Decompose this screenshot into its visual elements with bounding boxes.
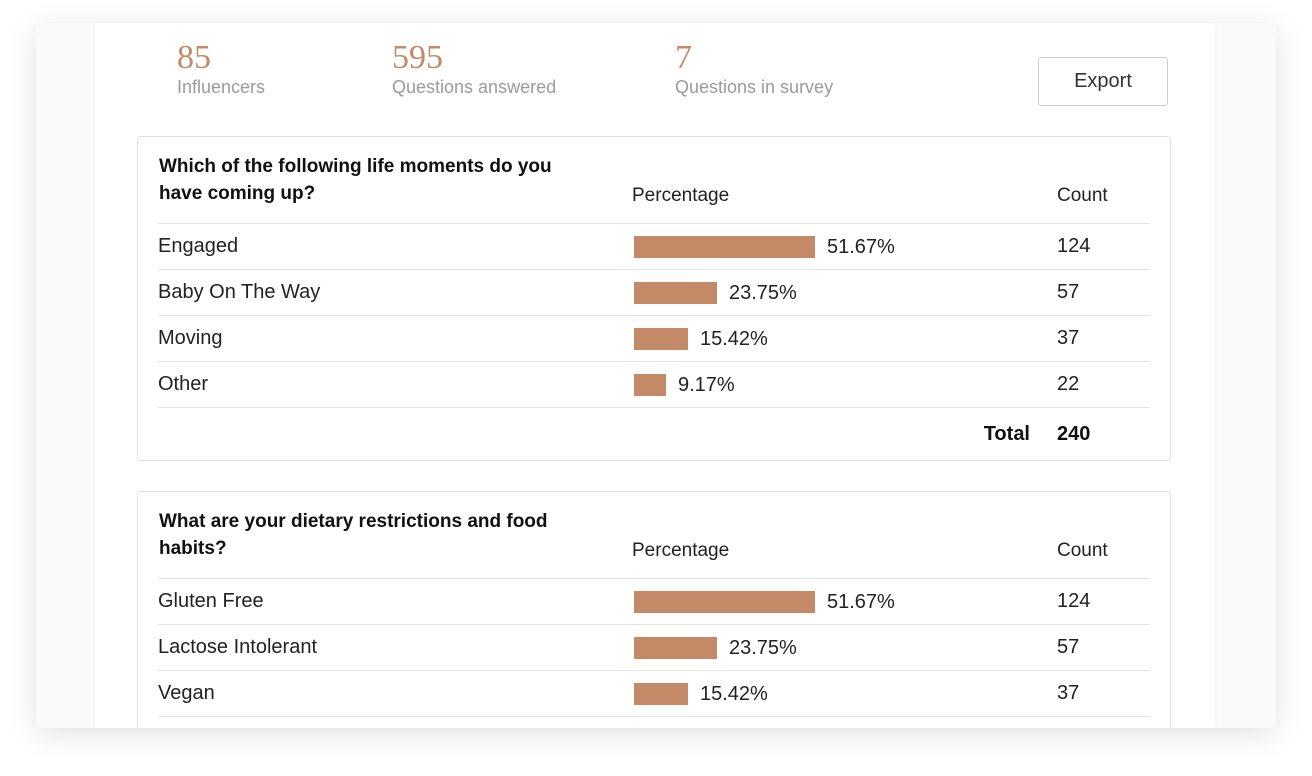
percentage-bar — [634, 374, 666, 396]
percentage-cell: 15.42% — [634, 683, 768, 705]
count-value: 124 — [1057, 235, 1091, 257]
percentage-cell: 23.75% — [634, 637, 797, 659]
percentage-bar — [634, 236, 815, 258]
count-value: 124 — [1057, 590, 1091, 612]
percentage-value: 51.67% — [827, 235, 895, 258]
stat-value: 7 — [675, 39, 692, 76]
percentage-cell: 51.67% — [634, 591, 895, 613]
count-value: 57 — [1057, 281, 1080, 303]
answer-label: Lactose Intolerant — [158, 636, 317, 658]
stat-label: Questions in survey — [675, 77, 834, 97]
answer-label: Moving — [158, 327, 223, 349]
table-row: Baby On The Way 23.75% 57 — [158, 270, 1150, 316]
table-row-partial — [158, 717, 1150, 728]
survey-results-page: 85 Influencers 595 Questions answered 7 … — [95, 23, 1215, 728]
answer-label: Other — [158, 373, 209, 395]
question-header: What are your dietary restrictions and f… — [158, 492, 1150, 579]
count-value: 37 — [1057, 327, 1080, 349]
export-button[interactable]: Export — [1038, 57, 1168, 106]
percentage-cell: 51.67% — [634, 236, 895, 258]
percentage-bar — [634, 683, 688, 705]
stat-label: Influencers — [177, 77, 266, 97]
percentage-value: 9.17% — [678, 373, 735, 396]
question-title: Which of the following life moments do y… — [159, 156, 552, 204]
count-value: 22 — [1057, 373, 1080, 395]
stat-value: 85 — [177, 39, 211, 76]
stat-questions-in-survey: 7 Questions in survey — [675, 39, 833, 97]
percentage-value: 23.75% — [729, 636, 797, 659]
count-column-header: Count — [1057, 540, 1108, 561]
answer-label: Baby On The Way — [158, 281, 321, 303]
table-row: Lactose Intolerant 23.75% 57 — [158, 625, 1150, 671]
table-row: Vegan 15.42% 37 — [158, 671, 1150, 717]
answer-label: Gluten Free — [158, 590, 264, 612]
table-row: Gluten Free 51.67% 124 — [158, 579, 1150, 625]
table-row: Moving 15.42% 37 — [158, 316, 1150, 362]
percentage-bar — [634, 282, 717, 304]
percentage-value: 15.42% — [700, 682, 768, 705]
stat-influencers: 85 Influencers — [177, 39, 265, 97]
question-header: Which of the following life moments do y… — [158, 137, 1150, 224]
count-value: 37 — [1057, 682, 1080, 704]
answer-label: Vegan — [158, 682, 215, 704]
stat-value: 595 — [392, 39, 443, 76]
percentage-bar — [634, 637, 717, 659]
percentage-column-header: Percentage — [632, 185, 730, 206]
percentage-value: 23.75% — [729, 281, 797, 304]
percentage-cell: 23.75% — [634, 282, 797, 304]
percentage-bar — [634, 591, 815, 613]
total-value: 240 — [1057, 423, 1091, 445]
stat-label: Questions answered — [392, 77, 557, 97]
table-row: Other 9.17% 22 — [158, 362, 1150, 408]
stat-questions-answered: 595 Questions answered — [392, 39, 556, 97]
app-window: 85 Influencers 595 Questions answered 7 … — [36, 23, 1276, 728]
count-column-header: Count — [1057, 185, 1108, 206]
total-label: Total — [983, 423, 1030, 445]
percentage-cell: 9.17% — [634, 374, 735, 396]
answer-label: Engaged — [158, 235, 239, 257]
question-card: Which of the following life moments do y… — [137, 136, 1171, 461]
percentage-value: 51.67% — [827, 590, 895, 613]
percentage-column-header: Percentage — [632, 540, 730, 561]
percentage-bar — [634, 328, 688, 350]
table-row: Engaged 51.67% 124 — [158, 224, 1150, 270]
count-value: 57 — [1057, 636, 1080, 658]
percentage-cell: 15.42% — [634, 328, 768, 350]
total-row: Total 240 — [158, 408, 1150, 460]
percentage-value: 15.42% — [700, 327, 768, 350]
question-card: What are your dietary restrictions and f… — [137, 491, 1171, 728]
question-title: What are your dietary restrictions and f… — [159, 511, 548, 559]
